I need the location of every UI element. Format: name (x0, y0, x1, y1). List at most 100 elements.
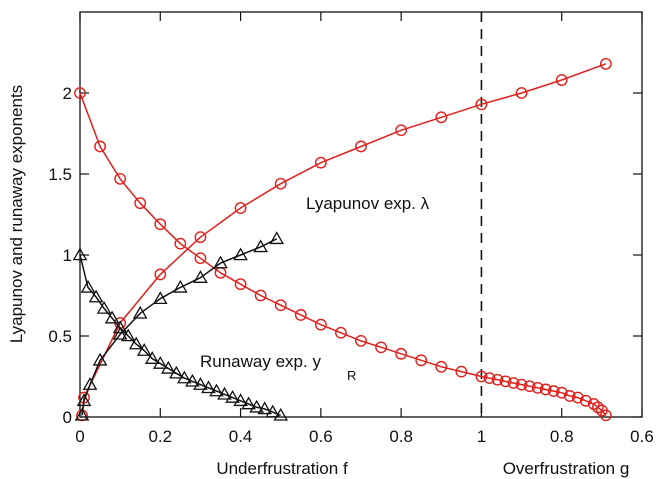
data-point-lyap_falling (74, 87, 86, 99)
data-point-lyap_falling (563, 390, 576, 402)
data-point-lyap_falling (591, 401, 604, 414)
data-point-runaway_falling (104, 310, 120, 324)
x-tick-label: 0 (75, 427, 84, 446)
data-point-lyap_rising (475, 98, 488, 111)
data-point-lyap_falling (547, 385, 560, 397)
data-point-lyap_falling (599, 409, 612, 422)
data-point-lyap_falling (335, 326, 347, 339)
data-point-runaway_falling (257, 401, 272, 415)
data-point-lyap_falling (154, 218, 167, 231)
data-point-lyap_rising (314, 156, 327, 169)
x-tick-label: 0.8 (550, 427, 574, 446)
data-point-lyap_falling (491, 373, 504, 386)
data-point-runaway_falling (169, 365, 184, 379)
y-tick-label: 2 (63, 84, 72, 103)
data-point-lyap_falling (415, 354, 428, 367)
data-point-lyap_falling (174, 237, 187, 250)
data-point-runaway_falling (225, 390, 240, 403)
data-point-lyap_rising (435, 111, 448, 124)
y-tick-label: 1 (63, 246, 72, 265)
data-point-runaway_falling (160, 360, 176, 374)
ticks: 0 0.5 1 1.5 2 0 0.2 0.4 0.6 0.8 1 0.8 0.6 (48, 12, 654, 446)
data-point-lyap_rising (515, 87, 528, 99)
data-point-lyap_falling (375, 341, 387, 354)
data-point-lyap_falling (114, 172, 127, 185)
data-point-lyap_rising (555, 74, 568, 86)
data-point-runaway_falling (209, 383, 224, 397)
data-point-runaway_falling (201, 380, 216, 394)
data-point-runaway_falling (96, 300, 112, 314)
series-layer (72, 57, 612, 422)
annotation-runaway: Runaway exp. y (200, 352, 321, 371)
data-point-runaway_falling (233, 393, 248, 407)
data-point-runaway_falling (136, 343, 152, 356)
series-lyap_falling (74, 87, 612, 422)
y-tick-label: 0 (63, 408, 72, 427)
data-point-lyap_falling (435, 360, 448, 373)
data-point-lyap_falling (539, 383, 552, 396)
data-point-runaway_falling (120, 328, 136, 342)
data-point-runaway_falling (112, 320, 128, 334)
data-point-runaway_falling (144, 351, 160, 364)
series-line-runaway_rising (81, 238, 278, 416)
data-point-lyap_falling (531, 381, 544, 394)
data-point-lyap_rising (194, 231, 207, 244)
series-runaway_falling (72, 247, 289, 421)
data-point-lyap_falling (395, 347, 408, 360)
x-tick-label: 0.2 (148, 427, 172, 446)
data-point-runaway_rising (132, 305, 148, 319)
annotation-runaway-subscript: R (347, 368, 356, 383)
annotation-lyapunov: Lyapunov exp. λ (306, 194, 430, 213)
data-point-runaway_rising (233, 247, 248, 261)
data-point-lyap_falling (134, 197, 147, 210)
data-point-runaway_falling (128, 336, 144, 350)
data-point-runaway_rising (76, 393, 92, 407)
data-point-lyap_falling (507, 377, 520, 389)
y-tick-label: 0.5 (48, 327, 72, 346)
data-point-lyap_rising (599, 57, 612, 70)
series-line-lyap_rising (81, 63, 607, 416)
x-tick-label: 0.8 (389, 427, 413, 446)
data-point-lyap_falling (355, 334, 367, 347)
plot-frame (79, 11, 643, 418)
y-tick-label: 1.5 (48, 165, 72, 184)
data-point-runaway_falling (265, 404, 281, 418)
plot-area: 0 0.5 1 1.5 2 0 0.2 0.4 0.6 0.8 1 0.8 0.6 (48, 11, 654, 446)
x-axis-label-left: Underfrustration f (216, 459, 348, 478)
data-point-lyap_falling (475, 370, 488, 383)
x-tick-label: 0.6 (309, 427, 333, 446)
data-point-lyap_falling (571, 391, 584, 404)
y-axis-label: Lyapunov and runaway exponents (7, 85, 26, 343)
data-point-runaway_falling (249, 399, 264, 413)
data-point-runaway_falling (80, 279, 96, 293)
data-point-runaway_rising (253, 239, 268, 253)
data-point-runaway_rising (269, 231, 285, 245)
data-point-runaway_falling (241, 396, 256, 410)
series-lyap_rising (76, 57, 612, 422)
data-point-runaway_falling (152, 356, 168, 369)
data-point-lyap_falling (294, 309, 307, 321)
data-point-lyap_falling (523, 380, 536, 393)
data-point-lyap_falling (499, 375, 512, 388)
data-point-lyap_falling (555, 386, 568, 399)
data-point-runaway_rising (173, 279, 188, 293)
data-point-lyap_falling (234, 278, 247, 291)
x-tick-label: 1 (477, 427, 486, 446)
data-point-runaway_rising (213, 255, 228, 269)
data-point-runaway_rising (152, 291, 168, 305)
data-point-runaway_rising (193, 270, 208, 283)
data-point-runaway_rising (112, 326, 128, 340)
data-point-runaway_falling (217, 386, 232, 400)
data-point-lyap_falling (587, 398, 600, 410)
data-point-runaway_falling (88, 289, 104, 303)
data-point-runaway_falling (273, 407, 289, 421)
data-point-lyap_falling (314, 318, 327, 331)
data-point-runaway_falling (72, 247, 88, 261)
data-point-lyap_falling (274, 299, 287, 312)
data-point-lyap_rising (274, 177, 287, 190)
data-point-lyap_falling (254, 289, 267, 302)
data-point-runaway_falling (193, 377, 208, 390)
data-point-lyap_rising (395, 124, 408, 137)
data-point-lyap_falling (455, 365, 468, 378)
